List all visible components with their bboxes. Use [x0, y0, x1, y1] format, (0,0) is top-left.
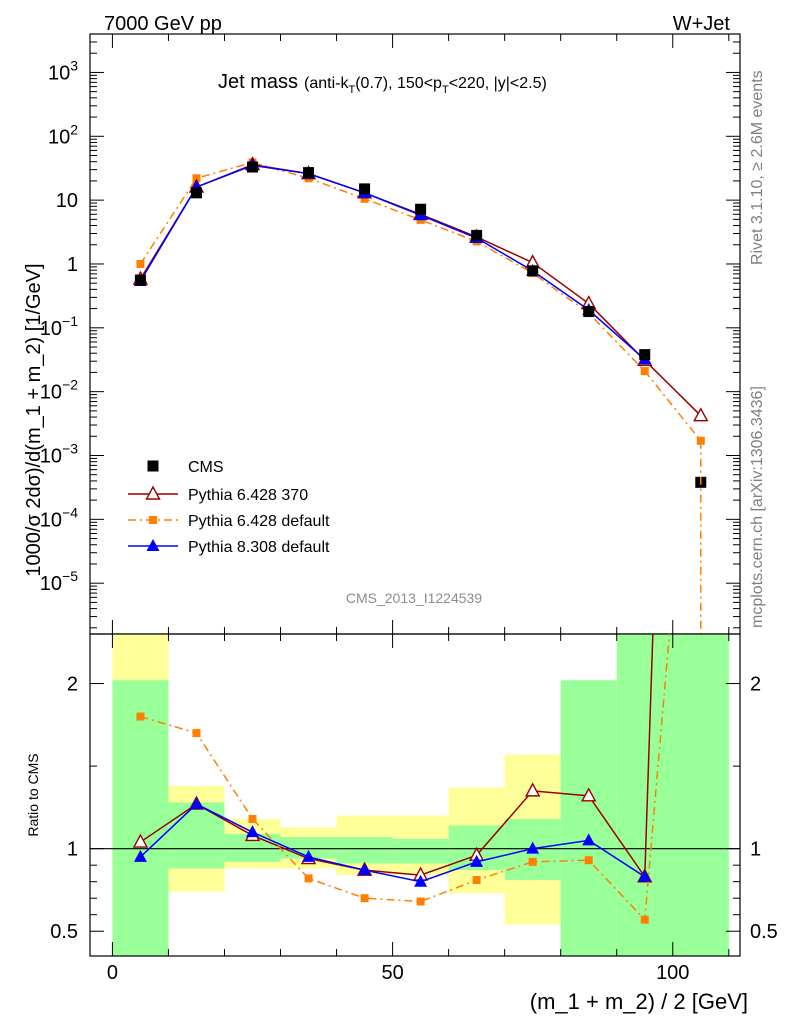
- series-py6_default-ratio: [136, 267, 705, 924]
- legend: CMS Pythia 6.428 370 Pythia 6.428 default P…: [128, 459, 330, 556]
- band-inner-4: [336, 837, 393, 864]
- point-py6_370-10: [693, 407, 709, 422]
- ratio-uncertainty-bands: [112, 634, 729, 956]
- legend-label-cms: CMS: [188, 459, 224, 476]
- point-py6_default-0: [136, 259, 145, 268]
- point-cms-3: [303, 167, 315, 179]
- plot-title: Jet mass (anti-kT(0.7), 150<pT<220, |y|<2…: [218, 71, 547, 96]
- point-py8_default-ratio-0: [133, 849, 147, 862]
- point-cms-1: [190, 187, 202, 199]
- ratio-panel: 0 50 100 0.5 0.5 1 1 2 2: [50, 267, 778, 984]
- series-py6_default: [136, 158, 705, 445]
- y-tick-label-3: 10−2: [40, 377, 78, 404]
- legend-marker-py6_default: [149, 516, 157, 524]
- point-py6_default-ratio-7: [528, 857, 537, 866]
- main-y-axis-title: 1000/σ 2dσ)/d(m_1 + m_2) [1/GeV]: [23, 263, 45, 576]
- legend-marker-py8_default: [146, 539, 160, 551]
- point-py6_370-ratio-0: [132, 833, 149, 848]
- point-py6_default-ratio-9: [640, 915, 649, 924]
- point-cms-7: [527, 265, 539, 277]
- legend-marker-py6_370: [145, 485, 161, 500]
- line-py8_default-ratio: [139, 803, 646, 883]
- ratio-y-tick-label-right-0: 0.5: [750, 921, 778, 943]
- point-py6_default-ratio-0: [136, 712, 145, 721]
- x-tick-label-1: 50: [381, 962, 403, 984]
- series-py8_default: [133, 158, 652, 365]
- band-inner-0: [112, 680, 169, 956]
- point-py6_default-ratio-5: [416, 897, 425, 906]
- line-py6_default: [139, 161, 702, 442]
- ratio-y-axis-title: Ratio to CMS: [25, 753, 41, 836]
- main-panel: 10−5 10−4 10−3 10−2 10−1 1 10 102 103: [40, 33, 741, 635]
- point-py6_default-ratio-4: [360, 894, 369, 903]
- point-py6_default-9: [640, 367, 649, 376]
- band-inner-1: [168, 802, 225, 869]
- y-tick-label-6: 10: [56, 190, 78, 212]
- legend-label-py6_370: Pythia 6.428 370: [188, 487, 308, 504]
- ratio-y-tick-label-left-2: 2: [67, 674, 78, 696]
- header-right: W+Jet: [673, 13, 731, 35]
- y-tick-label-4: 10−1: [40, 313, 78, 340]
- line-py6_default-ratio: [140, 634, 671, 922]
- header-left: 7000 GeV pp: [104, 13, 222, 35]
- point-py6_default-ratio-8: [584, 856, 593, 865]
- point-py8_default-ratio-9: [638, 869, 652, 882]
- point-py6_370-ratio-8: [581, 787, 597, 802]
- x-axis-title: (m_1 + m_2) / 2 [GeV]: [530, 989, 748, 1014]
- mcplots-label: mcplots.cern.ch [arXiv:1306.3436]: [749, 386, 766, 628]
- point-py6_default-1: [192, 174, 201, 183]
- point-py8_default-ratio-8: [582, 833, 596, 846]
- point-cms-9: [639, 349, 651, 361]
- point-py6_default-ratio-6: [472, 876, 481, 885]
- y-tick-label-5: 1: [67, 254, 78, 276]
- ratio-y-tick-label-right-1: 1: [750, 839, 761, 861]
- point-py8_default-ratio-7: [526, 841, 540, 854]
- point-py6_default-ratio-2: [248, 814, 257, 823]
- legend-label-py8_default: Pythia 8.308 default: [188, 539, 330, 556]
- ratio-frame: [89, 633, 741, 957]
- legend-marker-cms: [147, 460, 159, 472]
- point-cms-4: [359, 183, 371, 195]
- y-tick-label-2: 10−3: [40, 441, 78, 468]
- band-inner-9: [616, 634, 729, 956]
- band-inner-5: [392, 838, 449, 864]
- band-inner-8: [560, 680, 617, 956]
- point-py6_default-ratio-1: [192, 729, 201, 738]
- rivet-label: Rivet 3.1.10, ≥ 2.6M events: [749, 70, 766, 265]
- series-py8_default-ratio: [133, 797, 652, 887]
- point-py8_default-ratio-5: [414, 874, 428, 887]
- point-py6_370-ratio-7: [524, 782, 541, 797]
- analysis-id: CMS_2013_I1224539: [346, 590, 482, 606]
- y-tick-label-0: 10−5: [40, 568, 78, 595]
- point-cms-8: [583, 306, 595, 318]
- y-tick-label-8: 103: [48, 57, 78, 84]
- legend-label-py6_default: Pythia 6.428 default: [188, 513, 330, 530]
- y-tick-label-1: 10−4: [40, 504, 78, 531]
- point-py8_default-ratio-6: [470, 854, 484, 867]
- line-py6_370: [139, 163, 702, 417]
- point-cms-0: [134, 274, 146, 286]
- point-cms-5: [415, 203, 427, 215]
- series-py6_370: [132, 156, 709, 422]
- series-cms: [134, 161, 707, 488]
- point-py8_default-ratio-2: [246, 825, 259, 838]
- point-py6_default-ratio-3: [304, 874, 313, 883]
- ratio-y-tick-label-left-1: 1: [67, 839, 78, 861]
- point-py6_default-4: [360, 194, 369, 203]
- x-tick-label-0: 0: [107, 962, 118, 984]
- ratio-y-tick-label-left-0: 0.5: [50, 921, 78, 943]
- y-tick-label-7: 102: [48, 121, 78, 148]
- point-py8_default-ratio-4: [358, 863, 372, 876]
- point-cms-6: [471, 229, 483, 241]
- point-py8_default-ratio-1: [189, 797, 203, 810]
- point-cms-2: [247, 161, 258, 173]
- ratio-y-tick-label-right-2: 2: [750, 674, 761, 696]
- line-py8_default: [139, 164, 646, 360]
- x-tick-label-2: 100: [656, 962, 689, 984]
- point-py6_default-ratio-10: [697, 267, 705, 275]
- point-py8_default-ratio-3: [302, 849, 316, 862]
